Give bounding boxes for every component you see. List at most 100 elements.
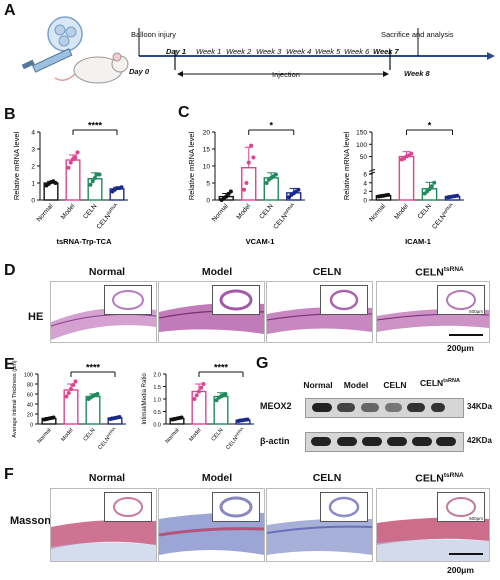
data-point [117,415,122,419]
wb-meox2-label: MEOX2 [260,401,292,411]
data-point [119,185,124,190]
wb-band [431,403,445,412]
wb-lane-celn: CELN [383,380,407,390]
masson-col-model: Model [201,472,233,484]
data-point [242,187,247,192]
data-point [73,379,78,384]
category-label: CELN [82,203,99,221]
he-scale-bar [449,334,483,336]
y-tick-label: 150 [356,130,367,137]
significance-label: * [428,121,432,131]
masson-image-celntsrna: 500μm [376,488,490,562]
category-label: CELNtsRNA [225,426,247,451]
significance-label: **** [88,121,103,131]
he-inset-scale: 500μm [469,309,483,314]
data-point [93,175,97,180]
timeline-week7: Week 7 [373,47,399,56]
wb-lane-normal: Normal [303,380,333,390]
y-tick-label: 50 [360,154,368,161]
masson-inset-celntsrna: 500μm [437,492,485,522]
data-point [249,143,254,148]
category-label: CELNtsRNA [430,201,457,231]
bar [191,390,207,425]
data-point [427,187,432,192]
data-point [64,394,69,399]
y-tick-label: 0 [30,423,33,429]
x-axis-label: tsRNA-Trp-TCA [57,237,113,246]
y-tick-label: 100 [356,142,367,149]
y-tick-label: 1.0 [153,398,161,404]
timeline-week2: Week 2 [226,47,252,56]
data-point [69,387,73,391]
data-point [244,181,249,185]
panel-letter-d: D [4,262,16,279]
he-image-celntsrna: 500μm [376,281,490,343]
timeline-week8: Week 8 [404,69,430,78]
timeline-week6: Week 6 [344,47,370,56]
y-tick-label: 15 [203,147,211,154]
wb-band [436,437,456,446]
masson-scale-label: 200μm [447,565,474,575]
category-label: Model [393,202,410,220]
category-label: CELN [417,203,434,221]
y-axis-label: Intimal/Media Ratio [142,373,148,425]
timeline-week3: Week 3 [256,47,282,56]
data-point [201,382,206,386]
data-point [264,181,269,185]
wb-lane-model: Model [343,380,369,390]
y-tick-label: 20 [27,413,33,419]
data-point [95,392,100,396]
timeline-balloon-label: Balloon injury [131,30,177,39]
y-tick-label: 3 [31,147,35,154]
data-point [88,182,93,187]
data-point [223,392,228,396]
masson-inset-model [212,492,260,522]
wb-band [337,437,357,446]
axis-break [368,168,376,172]
data-point [455,193,460,198]
he-scale-label: 200μm [447,343,474,353]
data-point [199,385,204,390]
category-label: Normal [37,427,53,444]
masson-inset-normal [104,492,152,522]
bar [398,155,415,201]
he-col-celntsrna: CELNtsRNA [415,266,464,279]
y-tick-label: 20 [203,130,211,137]
data-point [75,150,80,155]
y-tick-label: 0.0 [153,423,161,429]
data-point [197,389,201,394]
data-point [429,184,434,189]
data-point [224,194,229,199]
significance-label: **** [214,363,229,373]
bar [241,167,257,201]
timeline-day0: Day 0 [129,67,150,76]
wb-band [312,403,332,412]
wb-band [361,403,379,412]
data-point [97,172,102,177]
masson-image-normal [50,488,157,562]
masson-col-celntsrna: CELNtsRNA [415,472,464,485]
y-tick-label: 4 [31,130,35,137]
mouse-injection-illustration [21,16,129,84]
data-point [273,172,278,177]
y-tick-label: 0.5 [153,410,161,416]
data-point [68,160,73,165]
category-label: CELN [211,427,225,442]
y-axis-label: Average Intimal Thickness (μm) [12,360,18,437]
tsrna-superscript: tsRNA [282,201,295,215]
category-label: CELNtsRNA [94,201,121,231]
y-tick-label: 2.0 [153,373,161,379]
category-label: Model [60,427,74,442]
data-point [386,192,391,197]
timeline-week5: Week 5 [315,47,341,56]
data-point [66,391,71,395]
bar [87,178,103,201]
wb-band [387,437,407,446]
data-point [53,181,58,185]
y-tick-label: 80 [27,383,33,389]
he-image-celn [266,281,373,343]
data-point [73,155,78,160]
y-tick-label: 6 [363,172,367,179]
